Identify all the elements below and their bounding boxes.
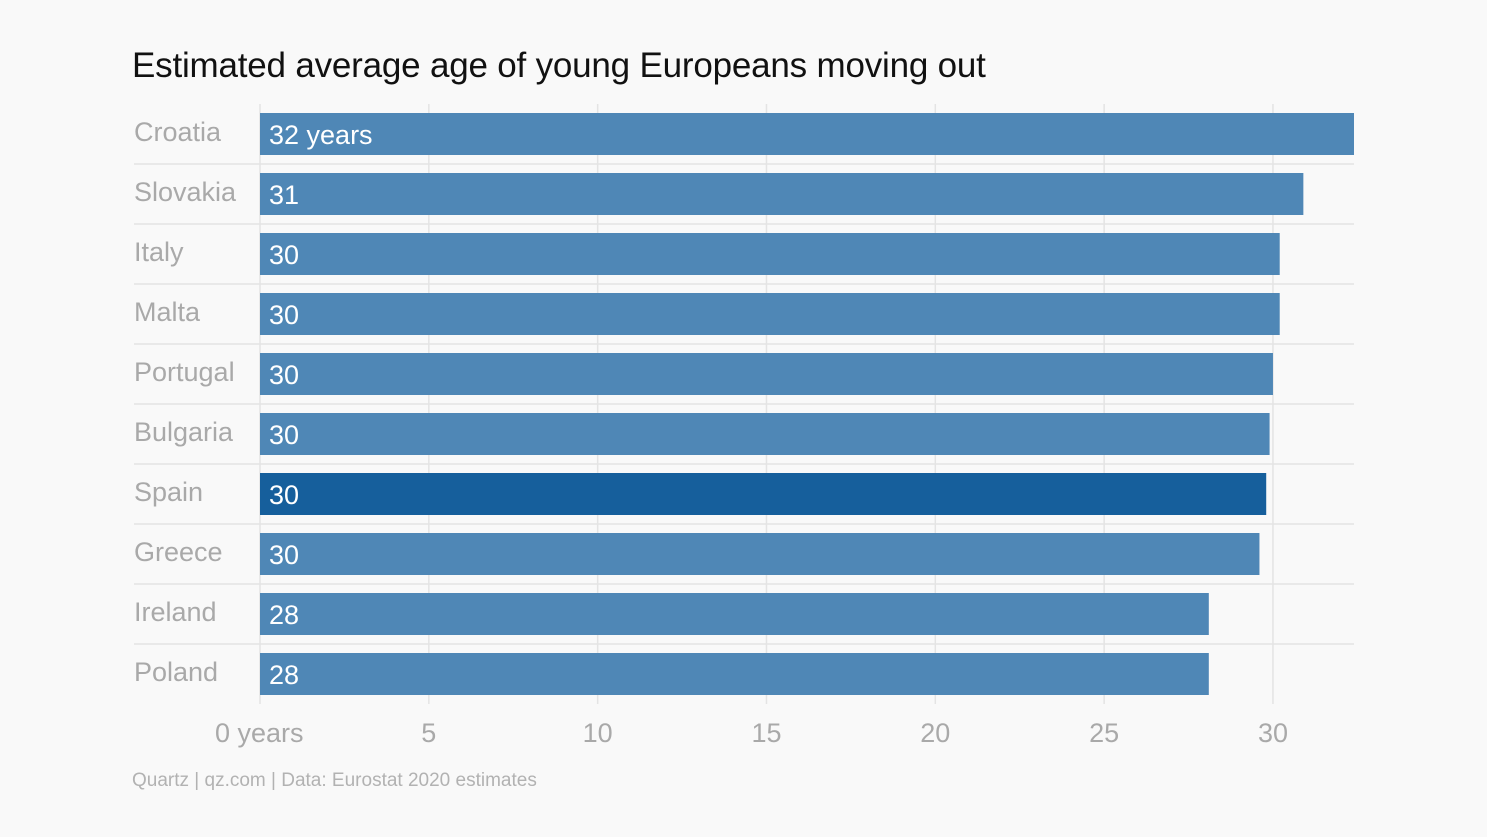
category-label: Malta [134, 297, 201, 327]
chart-title: Estimated average age of young Europeans… [132, 46, 986, 85]
x-tick-label: 15 [751, 718, 781, 748]
bar-value-label: 28 [269, 660, 299, 690]
x-tick-label: 0 years [215, 718, 304, 748]
bar-croatia [260, 113, 1354, 155]
bar-value-label: 28 [269, 600, 299, 630]
category-label: Bulgaria [134, 417, 234, 447]
bar-poland [260, 653, 1209, 695]
bar-value-label: 32 years [269, 120, 373, 150]
bar-value-label: 31 [269, 180, 299, 210]
x-tick-label: 20 [920, 718, 950, 748]
source-note: Quartz | qz.com | Data: Eurostat 2020 es… [132, 770, 537, 791]
bar-value-label: 30 [269, 480, 299, 510]
category-label: Greece [134, 537, 223, 567]
category-label: Spain [134, 477, 203, 507]
category-label: Croatia [134, 117, 222, 147]
bar-value-label: 30 [269, 360, 299, 390]
bar-value-label: 30 [269, 540, 299, 570]
x-tick-label: 10 [583, 718, 613, 748]
x-tick-label: 30 [1258, 718, 1288, 748]
bar-slovakia [260, 173, 1304, 215]
bar-greece [260, 533, 1260, 575]
category-label: Ireland [134, 597, 217, 627]
bar-ireland [260, 593, 1209, 635]
bar-portugal [260, 353, 1273, 395]
bar-spain [260, 473, 1267, 515]
bar-value-label: 30 [269, 240, 299, 270]
bar-value-label: 30 [269, 420, 299, 450]
category-label: Italy [134, 237, 184, 267]
x-tick-label: 25 [1089, 718, 1119, 748]
bar-value-label: 30 [269, 300, 299, 330]
x-tick-label: 5 [421, 718, 436, 748]
category-label: Poland [134, 657, 218, 687]
bar-italy [260, 233, 1280, 275]
bar-bulgaria [260, 413, 1270, 455]
bar-malta [260, 293, 1280, 335]
category-label: Slovakia [134, 177, 237, 207]
category-label: Portugal [134, 357, 235, 387]
